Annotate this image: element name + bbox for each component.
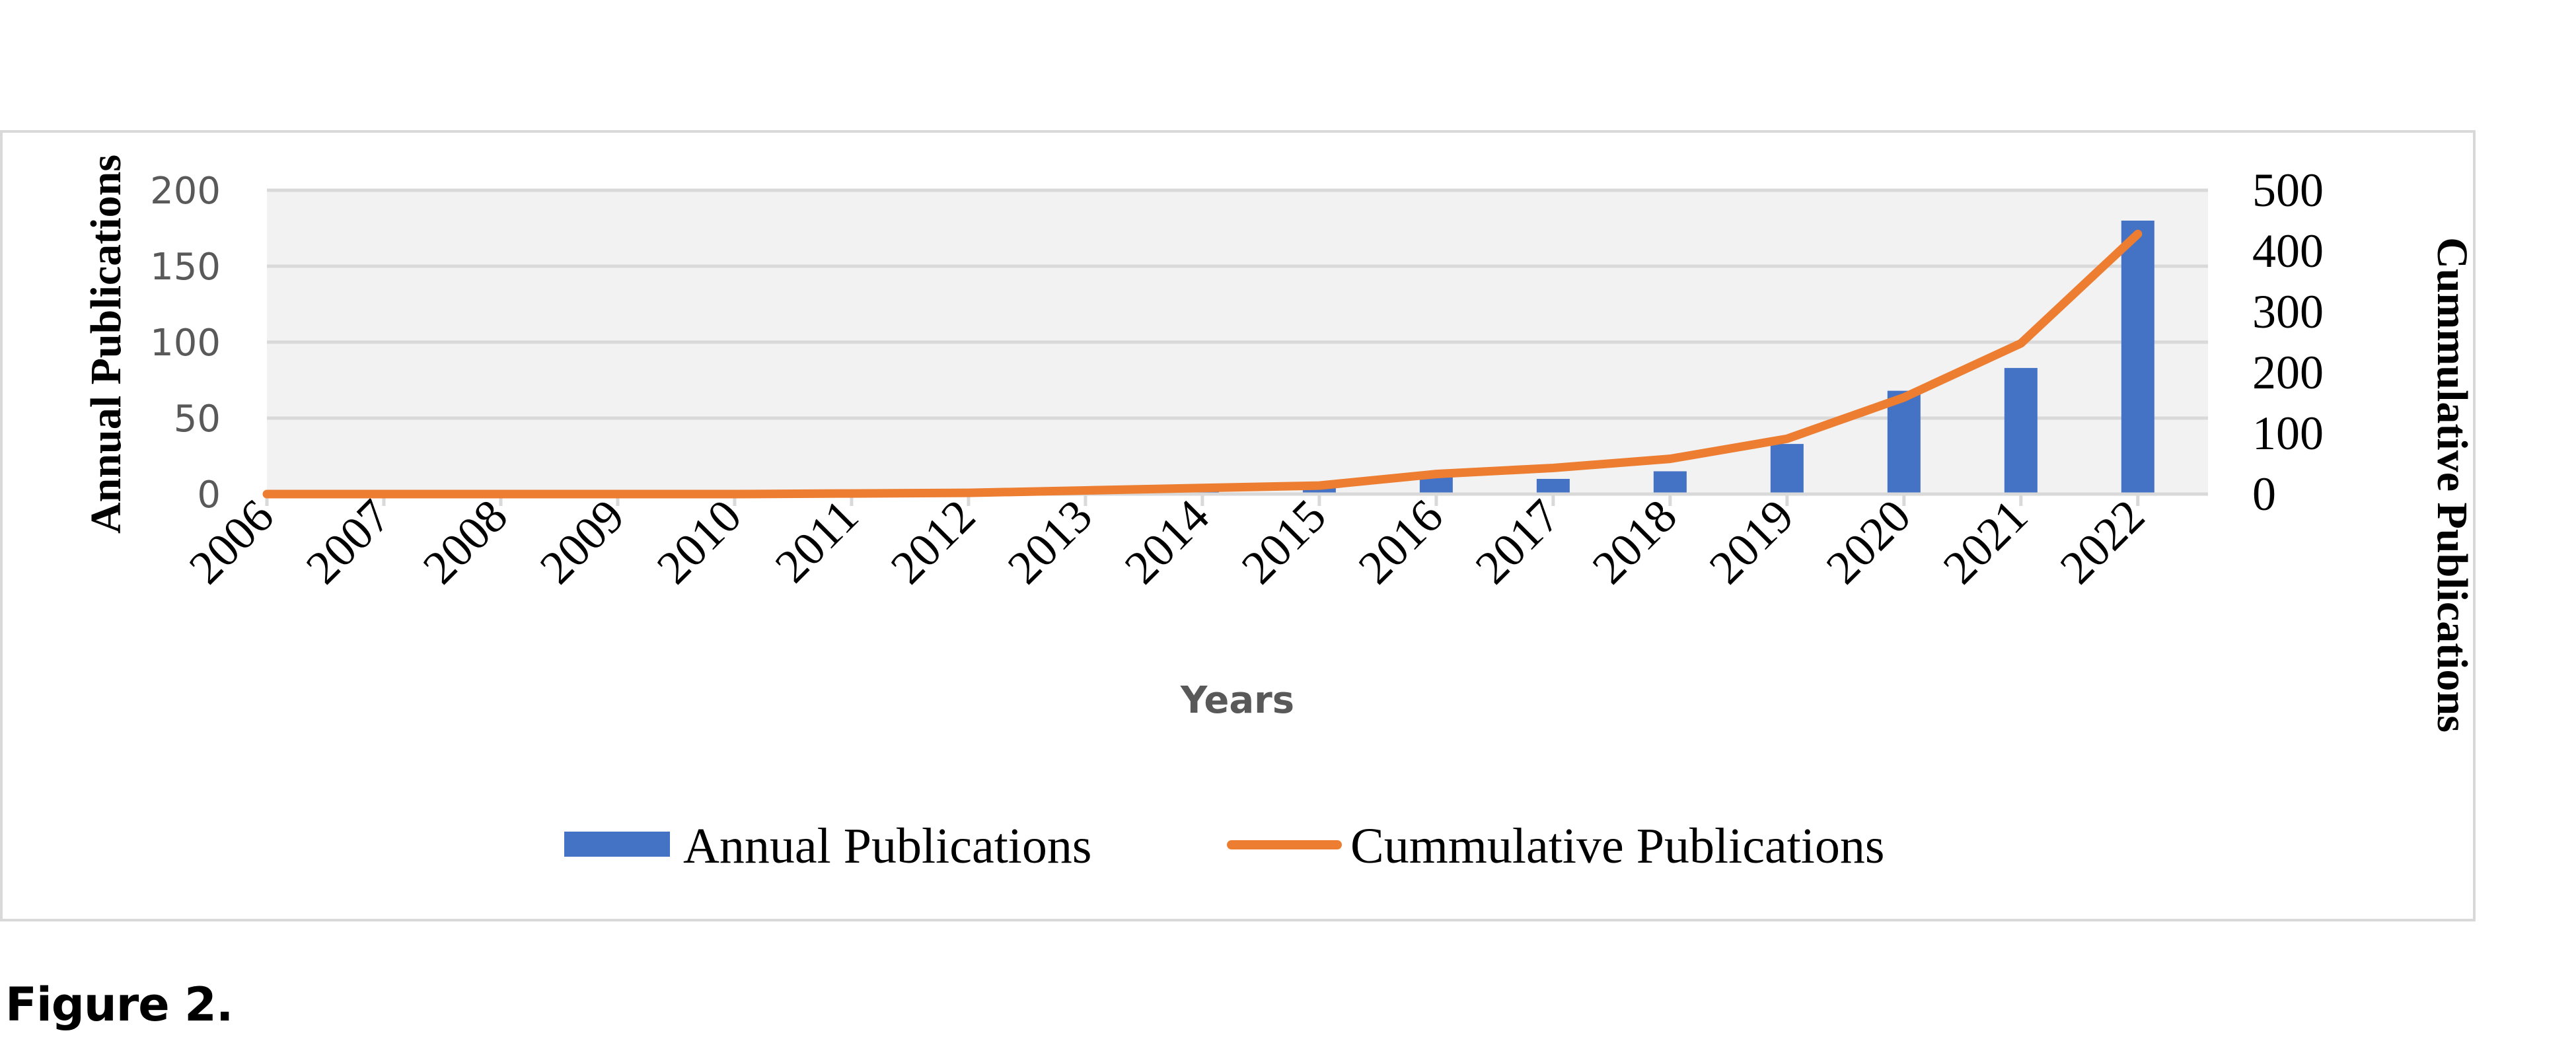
bar-series: [834, 221, 2154, 494]
y-right-tick-label: 200: [2252, 346, 2324, 399]
bar-2017: [1536, 479, 1570, 494]
y-left-tick-label: 200: [150, 170, 221, 213]
y-right-tick-label: 500: [2252, 164, 2324, 217]
chart-frame: 2006 2007 2008 2009 2010 2011 2012 2013 2014 2015…: [0, 130, 2476, 921]
bar-2019: [1770, 444, 1804, 494]
y-axis-right: 0 100 200 300 400 500: [2252, 164, 2324, 520]
legend-label-annual: Annual Publications: [683, 818, 1092, 874]
figure-caption: Figure 2.: [5, 978, 233, 1032]
x-axis-title: Years: [1180, 679, 1294, 722]
y-left-tick-label: 100: [150, 322, 221, 365]
legend: Annual Publications Cummulative Publicat…: [564, 818, 1885, 874]
y-right-tick-label: 0: [2252, 468, 2276, 520]
combo-chart: 2006 2007 2008 2009 2010 2011 2012 2013 2014 2015…: [82, 155, 2476, 874]
legend-label-cumulative: Cummulative Publications: [1350, 818, 1885, 874]
bar-2015: [1302, 487, 1336, 494]
y-left-tick-label: 150: [150, 246, 221, 289]
gridlines: [267, 188, 2208, 420]
y-right-tick-label: 100: [2252, 407, 2324, 460]
bar-2022: [2121, 221, 2154, 494]
bar-2018: [1653, 471, 1687, 494]
y-axis-left: 0 50 100 150 200: [150, 170, 221, 517]
y-left-tick-label: 0: [197, 474, 221, 517]
line-series: [262, 229, 2143, 499]
bar-2020: [1887, 390, 1921, 494]
cumulative-line: [262, 229, 2143, 499]
y-right-tick-label: 300: [2252, 285, 2324, 338]
y-axis-right-title: Cummulative Publications: [2428, 237, 2476, 733]
y-right-tick-label: 400: [2252, 225, 2324, 277]
bar-2021: [2004, 368, 2038, 494]
y-left-tick-label: 50: [174, 398, 221, 441]
x-axis: 2006 2007 2008 2009 2010 2011 2012 2013 2014 2015…: [179, 489, 2208, 594]
y-axis-left-title: Annual Publications: [82, 155, 130, 534]
legend-bar-swatch: [564, 832, 670, 857]
